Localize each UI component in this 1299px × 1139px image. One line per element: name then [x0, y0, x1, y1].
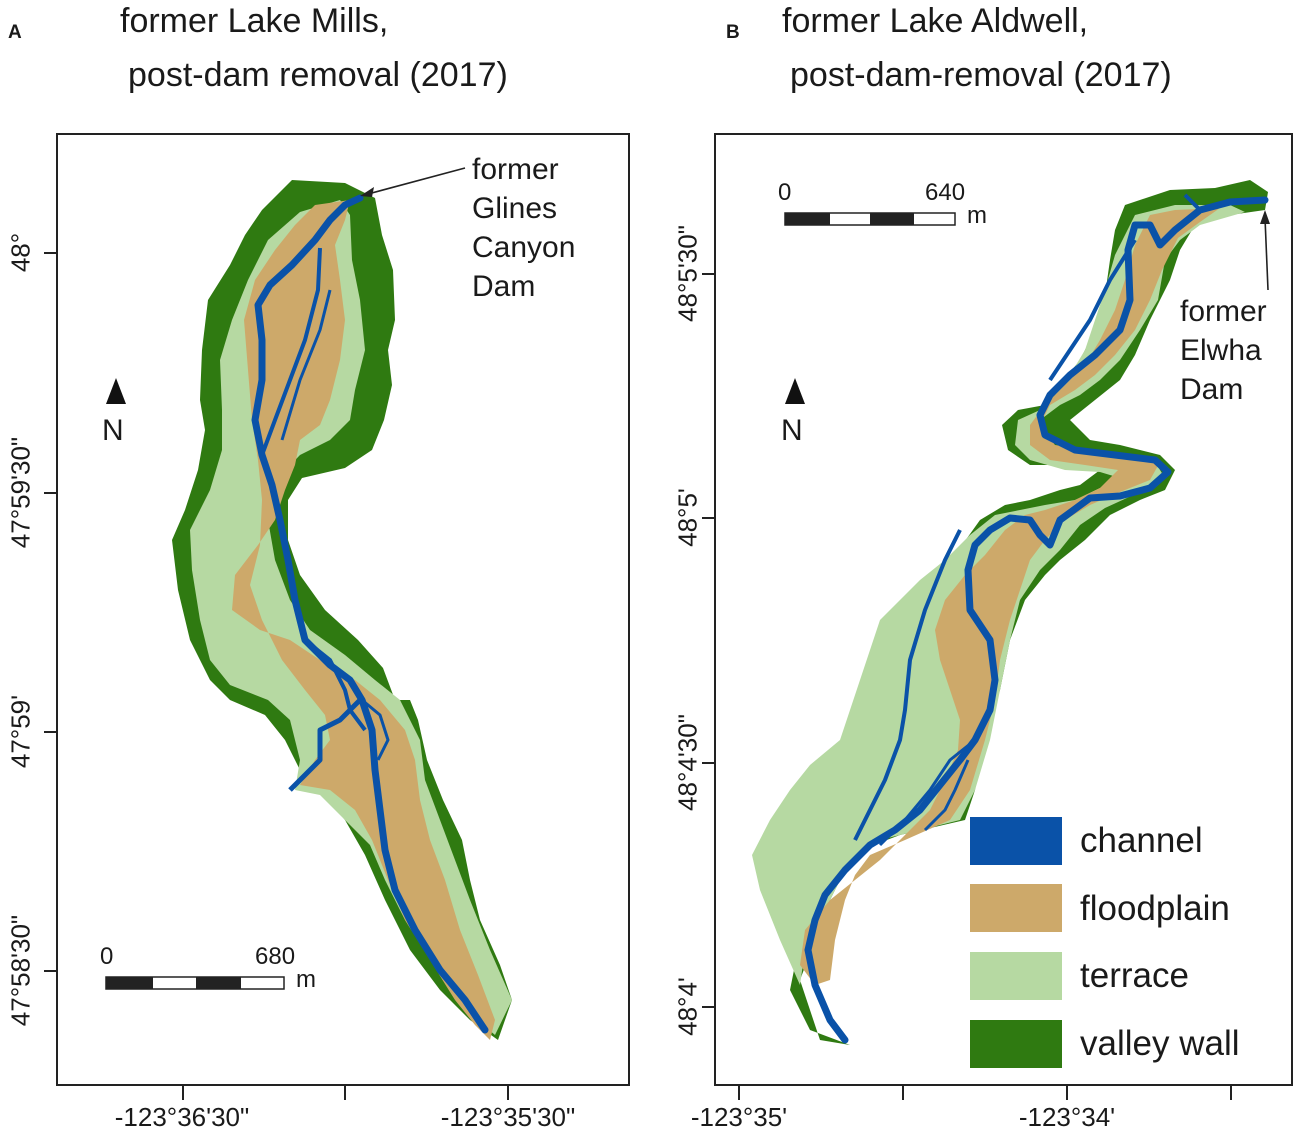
panel-b-lon-label: -123°35'	[690, 1102, 788, 1132]
panel-b-lon-tick	[738, 1086, 740, 1100]
panel-b-scale-bar	[784, 212, 956, 226]
panel-b-lat-label: 48°4'	[672, 977, 703, 1036]
panel-b-lat-tick	[702, 1006, 714, 1008]
panel-a-north-label: N	[102, 414, 124, 447]
panel-a-lat-tick	[44, 970, 56, 972]
legend-swatch-floodplain	[970, 884, 1062, 932]
panel-a-scale-unit: m	[296, 966, 316, 993]
panel-b-lat-tick	[702, 517, 714, 519]
panel-a-channel	[251, 194, 489, 1034]
panel-b-north-arrow-icon	[785, 378, 805, 404]
panel-a-north-arrow-icon	[106, 378, 126, 404]
panel-b-scale-start: 0	[778, 179, 792, 206]
panel-b-floodplain	[800, 208, 1220, 985]
legend-swatch-valley-wall	[970, 1020, 1062, 1068]
panel-b-letter: B	[726, 22, 740, 43]
panel-b-title-line1: former Lake Aldwell,	[782, 2, 1089, 40]
panel-a-scale-bar	[105, 976, 285, 990]
panel-b-lat-tick	[702, 273, 714, 275]
panel-a-lon-label: -123°36'30"	[114, 1102, 250, 1132]
legend-label-channel: channel	[1080, 821, 1203, 860]
panel-b-lat-label: 48°5'30"	[672, 225, 703, 322]
panel-a-lon-tick	[507, 1086, 509, 1100]
panel-b-lon-tick	[1066, 1086, 1068, 1100]
panel-b-channel	[804, 196, 1269, 1044]
panel-b-title-line2: post-dam-removal (2017)	[790, 56, 1172, 94]
panel-b-scale-unit: m	[967, 202, 987, 229]
panel-a-lat-tick	[44, 492, 56, 494]
panel-a-title-line1: former Lake Mills,	[120, 2, 389, 40]
panel-b-lat-label: 48°5'	[672, 488, 703, 547]
legend-label-floodplain: floodplain	[1080, 889, 1230, 928]
panel-a-lat-tick	[44, 731, 56, 733]
panel-b-dam-annotation: former Elwha Dam	[1180, 295, 1267, 406]
legend-label-terrace: terrace	[1080, 956, 1189, 995]
panel-b-lat-label: 48°4'30"	[672, 714, 703, 811]
panel-a-scale-end: 680	[255, 943, 296, 970]
panel-b-lon-label: -123°34'	[1018, 1102, 1116, 1132]
panel-a-floodplain	[232, 200, 495, 1040]
panel-a-dam-annotation: former Glines Canyon Dam	[472, 153, 576, 303]
panel-a-lat-tick	[44, 252, 56, 254]
legend-swatch-terrace	[970, 952, 1062, 1000]
panel-b-north-label: N	[781, 414, 803, 447]
panel-b-lon-tick	[1230, 1086, 1232, 1100]
panel-a-lon-label: -123°35'30"	[440, 1102, 576, 1132]
panel-a-letter: A	[8, 22, 22, 43]
panel-a-lon-tick	[344, 1086, 346, 1100]
panel-b-scale-end: 640	[925, 179, 966, 206]
panel-b-lat-tick	[702, 762, 714, 764]
panel-b-lon-tick	[902, 1086, 904, 1100]
panel-a-lon-tick	[182, 1086, 184, 1100]
legend-swatch-channel	[970, 817, 1062, 865]
legend-label-valley-wall: valley wall	[1080, 1024, 1240, 1063]
panel-a-title-line2: post-dam removal (2017)	[128, 56, 508, 94]
panel-a-scale-start: 0	[100, 943, 114, 970]
